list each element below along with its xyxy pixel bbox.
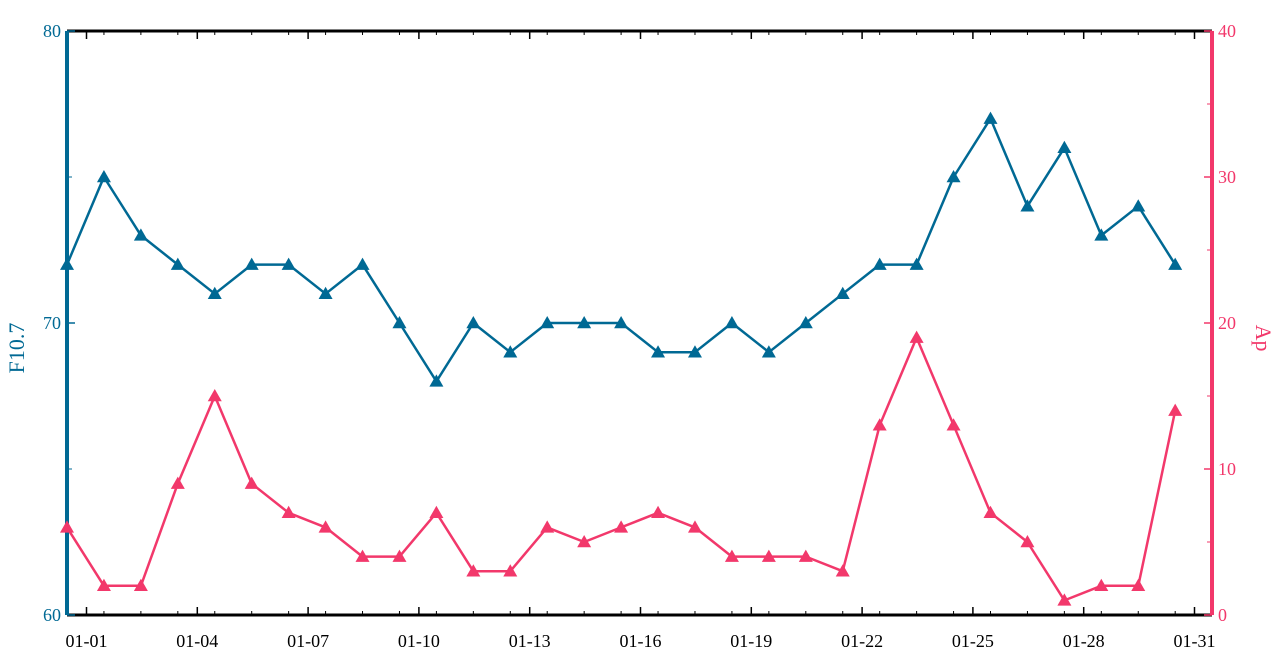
ap-data-point bbox=[1094, 578, 1109, 592]
f107-data-point bbox=[1020, 199, 1035, 212]
f107-data-point bbox=[577, 316, 592, 329]
x-tick-label: 01-19 bbox=[730, 631, 772, 651]
right-tick-label: 20 bbox=[1218, 313, 1236, 333]
f107-data-point bbox=[651, 345, 666, 358]
f107-data-point bbox=[60, 257, 74, 270]
ap-data-point bbox=[429, 505, 444, 519]
ap-data-point bbox=[355, 549, 370, 562]
ap-data-point bbox=[503, 564, 518, 577]
ap-data-point bbox=[1020, 535, 1035, 548]
ap-data-point bbox=[96, 578, 111, 592]
f107-data-point bbox=[429, 374, 444, 387]
f107-data-point bbox=[133, 228, 148, 241]
left-tick-label: 60 bbox=[43, 605, 61, 625]
f107-data-point bbox=[909, 257, 924, 270]
series-layer bbox=[60, 111, 1183, 606]
left-axis-ticks: 60 70 80 bbox=[43, 21, 75, 625]
f107-data-point bbox=[1094, 228, 1109, 241]
ap-data-point bbox=[724, 549, 739, 562]
ap-data-point bbox=[761, 549, 776, 562]
x-tick-label: 01-28 bbox=[1063, 631, 1105, 651]
x-tick-label: 01-22 bbox=[841, 631, 883, 651]
ap-data-point bbox=[281, 505, 296, 519]
f107-data-point bbox=[724, 316, 739, 329]
x-axis-ticks: 01-01 01-04 01-07 01-10 01-13 01-16 01-19 01-22… bbox=[66, 31, 1216, 651]
x-tick-label: 01-07 bbox=[287, 631, 329, 651]
f107-data-point bbox=[318, 286, 333, 300]
f107-data-point bbox=[687, 345, 702, 358]
ap-data-point bbox=[872, 418, 887, 431]
right-tick-label: 40 bbox=[1218, 21, 1236, 41]
f107-data-point bbox=[798, 316, 813, 329]
x-tick-label: 01-10 bbox=[398, 631, 440, 651]
ap-data-point bbox=[946, 418, 961, 431]
ap-data-point bbox=[614, 520, 629, 533]
ap-data-point bbox=[244, 476, 259, 489]
f107-data-point bbox=[983, 111, 998, 124]
f107-data-point bbox=[1131, 199, 1146, 212]
ap-data-point bbox=[318, 520, 333, 533]
f107-data-point bbox=[170, 257, 185, 270]
f107-data-point bbox=[614, 316, 629, 329]
ap-data-point bbox=[577, 535, 592, 548]
f107-data-point bbox=[244, 257, 259, 270]
f107-data-point bbox=[392, 316, 407, 329]
ap-data-point bbox=[1168, 403, 1183, 416]
left-axis-title: F10.7 bbox=[4, 323, 29, 374]
right-axis-ticks: 0 10 20 30 40 bbox=[1204, 21, 1236, 625]
f107-data-point bbox=[761, 345, 776, 358]
f107-data-point bbox=[466, 316, 481, 329]
f107-data-point bbox=[1168, 257, 1183, 270]
f107-data-point bbox=[207, 286, 222, 300]
ap-data-point bbox=[983, 505, 998, 519]
x-tick-label: 01-01 bbox=[66, 631, 108, 651]
f107-data-point bbox=[281, 257, 296, 270]
ap-data-point bbox=[798, 549, 813, 562]
ap-data-point bbox=[392, 549, 407, 562]
f107-data-point bbox=[503, 345, 518, 358]
ap-data-point bbox=[60, 520, 74, 533]
f107-data-point bbox=[872, 257, 887, 270]
f107-series-line bbox=[65, 117, 1177, 383]
x-tick-label: 01-13 bbox=[509, 631, 551, 651]
f107-data-point bbox=[540, 316, 555, 329]
f107-data-point bbox=[946, 170, 961, 183]
ap-data-point bbox=[687, 520, 702, 533]
right-tick-label: 30 bbox=[1218, 167, 1236, 187]
ap-data-point bbox=[170, 476, 185, 489]
x-tick-label: 01-04 bbox=[176, 631, 218, 651]
right-tick-label: 10 bbox=[1218, 459, 1236, 479]
f107-data-point bbox=[355, 257, 370, 270]
ap-data-point bbox=[835, 564, 850, 577]
ap-data-point bbox=[909, 330, 924, 343]
f107-data-point bbox=[96, 170, 111, 183]
ap-data-point bbox=[207, 389, 222, 402]
f107-data-point bbox=[1057, 140, 1072, 154]
x-tick-label: 01-31 bbox=[1174, 631, 1216, 651]
f107-data-point bbox=[835, 286, 850, 300]
ap-data-point bbox=[466, 564, 481, 577]
ap-series-line bbox=[65, 336, 1177, 602]
x-tick-label: 01-16 bbox=[620, 631, 662, 651]
right-axis-title: Ap bbox=[1251, 325, 1276, 352]
ap-data-point bbox=[1131, 578, 1146, 592]
ap-data-point bbox=[651, 505, 666, 519]
left-tick-label: 80 bbox=[43, 21, 61, 41]
ap-data-point bbox=[1057, 593, 1072, 606]
ap-data-point bbox=[540, 520, 555, 533]
left-tick-label: 70 bbox=[43, 313, 61, 333]
ap-data-point bbox=[133, 578, 148, 592]
x-tick-label: 01-25 bbox=[952, 631, 994, 651]
right-tick-label: 0 bbox=[1218, 605, 1227, 625]
